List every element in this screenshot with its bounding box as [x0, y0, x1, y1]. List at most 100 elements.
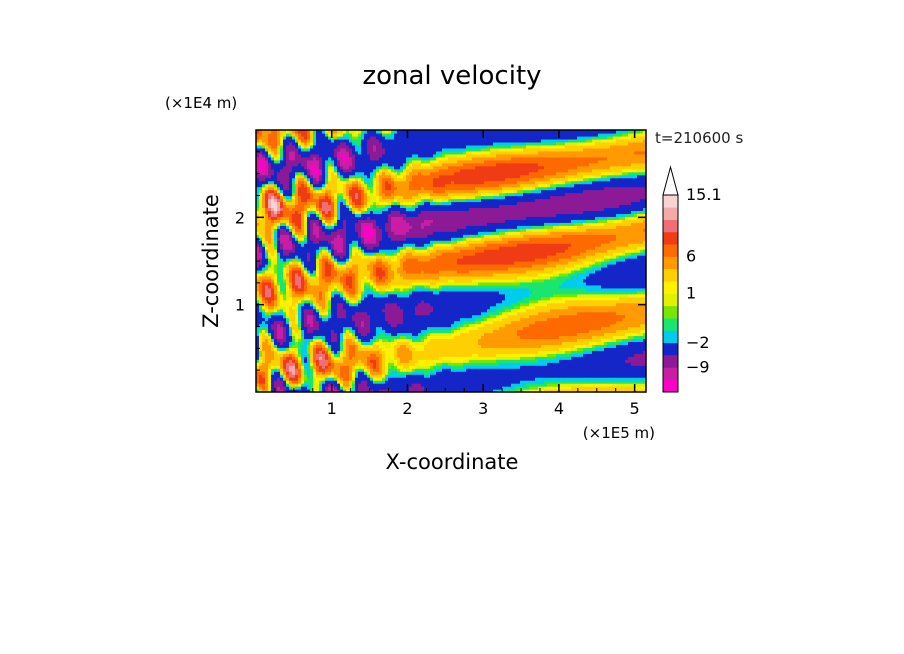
field-cell	[541, 335, 545, 340]
field-cell	[343, 356, 347, 360]
field-cell	[439, 287, 443, 292]
field-cell	[340, 290, 344, 295]
field-cell	[355, 356, 359, 360]
field-cell	[286, 383, 290, 387]
field-cell	[631, 347, 635, 351]
field-cell	[325, 341, 329, 345]
field-cell	[262, 290, 266, 295]
field-cell	[553, 389, 557, 392]
field-cell	[595, 338, 599, 342]
field-cell	[466, 287, 470, 292]
field-cell	[280, 386, 284, 390]
field-cell	[529, 347, 533, 351]
field-cell	[370, 311, 374, 316]
field-cell	[259, 347, 263, 351]
field-cell	[559, 362, 563, 366]
field-cell	[370, 341, 374, 345]
field-cell	[583, 365, 587, 369]
field-cell	[265, 326, 269, 331]
field-cell	[289, 371, 293, 375]
field-cell	[574, 386, 578, 390]
field-cell	[436, 350, 440, 354]
field-cell	[271, 365, 275, 369]
field-cell	[442, 356, 446, 360]
field-cell	[601, 296, 605, 301]
field-cell	[388, 329, 392, 334]
field-cell	[499, 293, 503, 298]
field-cell	[262, 368, 266, 372]
field-cell	[259, 386, 263, 390]
field-cell	[343, 368, 347, 372]
field-cell	[481, 290, 485, 295]
field-cell	[451, 347, 455, 351]
field-cell	[274, 317, 278, 322]
field-cell	[514, 374, 518, 378]
field-cell	[379, 338, 383, 342]
field-cell	[493, 308, 497, 313]
field-cell	[331, 353, 335, 357]
field-cell	[367, 296, 371, 301]
field-cell	[526, 296, 530, 301]
field-cell	[436, 311, 440, 316]
field-cell	[373, 332, 377, 337]
field-cell	[283, 296, 287, 301]
field-cell	[328, 380, 332, 384]
field-cell	[472, 323, 476, 328]
field-cell	[262, 287, 266, 292]
field-cell	[610, 362, 614, 366]
field-cell	[382, 341, 386, 345]
field-cell	[502, 341, 506, 345]
field-cell	[631, 314, 635, 319]
field-cell	[388, 377, 392, 381]
field-cell	[418, 386, 422, 390]
field-cell	[619, 389, 623, 392]
field-cell	[385, 353, 389, 357]
field-cell	[472, 332, 476, 337]
field-cell	[328, 353, 332, 357]
field-cell	[358, 290, 362, 295]
field-cell	[397, 353, 401, 357]
field-cell	[601, 290, 605, 295]
field-cell	[403, 356, 407, 360]
field-cell	[337, 293, 341, 298]
field-cell	[271, 362, 275, 366]
field-cell	[256, 350, 260, 354]
field-cell	[547, 350, 551, 354]
field-cell	[370, 320, 374, 325]
field-cell	[616, 338, 620, 342]
field-cell	[325, 302, 329, 307]
field-cell	[388, 359, 392, 363]
field-cell	[304, 296, 308, 301]
field-cell	[577, 359, 581, 363]
field-cell	[523, 377, 527, 381]
field-cell	[634, 359, 638, 363]
field-cell	[370, 332, 374, 337]
field-cell	[358, 356, 362, 360]
field-cell	[622, 314, 626, 319]
field-cell	[523, 329, 527, 334]
field-cell	[553, 332, 557, 337]
field-cell	[586, 332, 590, 337]
field-cell	[295, 344, 299, 348]
field-cell	[571, 305, 575, 310]
field-cell	[421, 371, 425, 375]
field-cell	[481, 317, 485, 322]
field-cell	[589, 302, 593, 307]
field-cell	[349, 365, 353, 369]
field-cell	[292, 368, 296, 372]
field-cell	[454, 350, 458, 354]
field-cell	[493, 389, 497, 392]
field-cell	[280, 365, 284, 369]
field-cell	[361, 308, 365, 313]
field-cell	[595, 317, 599, 322]
field-cell	[304, 374, 308, 378]
field-cell	[301, 380, 305, 384]
field-cell	[412, 359, 416, 363]
field-cell	[559, 302, 563, 307]
field-cell	[346, 317, 350, 322]
field-cell	[628, 305, 632, 310]
field-cell	[643, 332, 646, 337]
field-cell	[529, 320, 533, 325]
field-cell	[640, 359, 644, 363]
field-cell	[625, 362, 629, 366]
